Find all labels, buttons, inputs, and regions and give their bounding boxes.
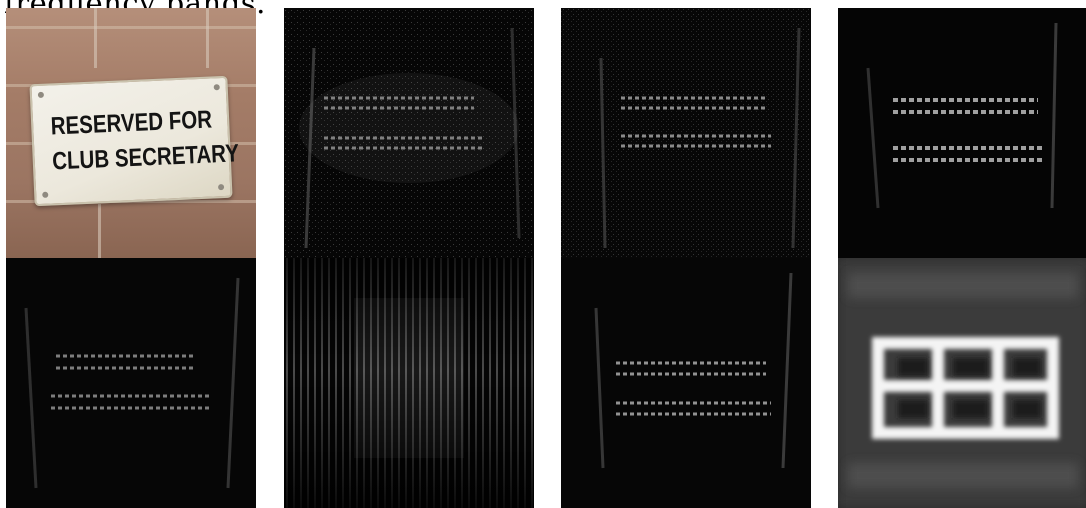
band-6-response [561, 258, 811, 508]
sign-text-line-1: RESERVED FOR [50, 105, 213, 141]
reserved-sign: RESERVED FOR CLUB SECRETARY [29, 75, 240, 207]
sign-text-line-2: CLUB SECRETARY [51, 139, 240, 176]
band-2-response [561, 8, 811, 258]
band-4-image [6, 258, 256, 508]
band-2-image [561, 8, 811, 258]
band-1-image [284, 8, 534, 258]
band-3-response [838, 8, 1086, 258]
band-7-response [838, 258, 1086, 508]
band-1-response [284, 8, 534, 258]
band-6-image [561, 258, 811, 508]
band-5-response [284, 258, 534, 508]
band-4-response [6, 258, 256, 508]
band-3-image [838, 8, 1086, 258]
band-7-image [838, 258, 1086, 508]
band-5-image [284, 258, 534, 508]
original-photo: RESERVED FOR CLUB SECRETARY [6, 8, 256, 258]
